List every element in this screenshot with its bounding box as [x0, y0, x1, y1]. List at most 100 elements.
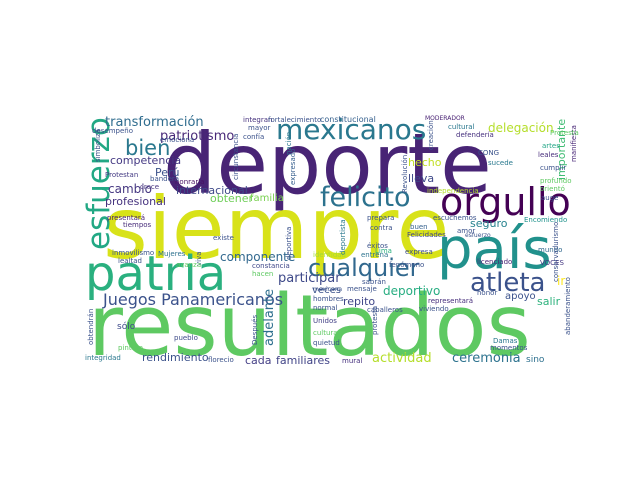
word-defenderia: defendería — [456, 131, 494, 139]
word-hombres: hombres — [313, 295, 344, 303]
word-constancia: constancia — [252, 262, 290, 270]
word-ceremonia: ceremonia — [452, 351, 521, 366]
word-obtendran: obtendrán — [87, 308, 95, 345]
word-profesional: profesional — [105, 195, 166, 208]
word-repito: repito — [343, 295, 376, 308]
word-deporte: deporte — [163, 115, 492, 213]
word-participar: participar — [278, 271, 341, 286]
word-deportiva: deportiva — [285, 226, 293, 260]
word-mensaje: mensaje — [347, 285, 377, 293]
word-protesta-lower: protesta — [371, 305, 379, 335]
word-felicidades: Felicidades — [407, 231, 446, 239]
word-expresa: expresa — [405, 248, 433, 256]
word-patria: patria — [85, 246, 227, 302]
word-honrarla: honrarla — [175, 178, 205, 186]
word-seguro: seguro — [470, 217, 508, 230]
word-normal: normal — [313, 304, 338, 312]
word-sucede: sucede — [488, 159, 513, 167]
word-amor: amor — [457, 227, 476, 235]
word-crece: crece — [140, 183, 160, 191]
word-hacen: hacen — [252, 270, 274, 278]
word-damas: Damas — [493, 337, 518, 345]
word-cambio: cambio — [108, 182, 152, 196]
word-cultura: cultura — [313, 329, 338, 337]
word-florecio: florecio — [208, 356, 234, 364]
word-hecho: hecho — [408, 156, 442, 169]
word-honor: honor — [477, 289, 498, 297]
word-abanderamiento: abanderamiento — [564, 277, 572, 335]
word-voces: VOCES — [540, 259, 564, 267]
word-conservadurismo: conservadurismo — [552, 221, 560, 282]
word-revolucion: Revolución — [401, 154, 409, 193]
word-felicito: felicito — [320, 182, 411, 213]
word-pueblo: pueblo — [174, 334, 198, 342]
word-prepara: prepara — [367, 214, 395, 222]
word-patriotismo: patriotismo — [160, 129, 235, 144]
word-internacional: internacional — [176, 184, 248, 197]
word-lima: Lima — [375, 247, 392, 255]
word-orgullo: orgullo — [440, 180, 571, 224]
word-escuchemos: escuchemos — [433, 214, 477, 222]
word-deportista: deportista — [339, 219, 347, 255]
word-solo: sólo — [117, 322, 136, 332]
word-componente: componente — [220, 250, 296, 264]
word-lleva: lleva — [408, 172, 435, 185]
word-peru: Perú — [155, 166, 180, 179]
word-confia: confía — [243, 133, 265, 141]
word-fenomeno: fenómeno — [389, 261, 425, 269]
word-esfuerzo-small: esfuerzo — [465, 232, 491, 239]
word-encomiendo: Encomiendo — [524, 216, 568, 224]
word-bandera: bandera — [150, 175, 180, 183]
word-oriento: orientó — [540, 185, 565, 193]
word-mujeres: Mujeres — [158, 250, 186, 258]
word-cultural: cultural — [448, 123, 475, 131]
word-momentos: momentos — [490, 344, 528, 352]
word-apoyo: apoyo — [505, 291, 536, 302]
word-cumplir: cumplir — [540, 164, 567, 172]
word-unidos: Unidos — [313, 317, 337, 325]
word-integridad: integridad — [85, 354, 121, 362]
word-leales: leales — [538, 151, 559, 159]
word-desempeno: desempeño — [92, 127, 133, 135]
word-simboliza: simboliza — [94, 129, 102, 162]
word-competencia: competencia — [110, 154, 182, 167]
word-familia: familia — [250, 193, 284, 204]
word-existe: existe — [213, 234, 234, 242]
word-actividad: actividad — [372, 351, 432, 366]
word-cualquier: cualquier — [308, 254, 420, 282]
word-mundo: mundo — [538, 246, 563, 254]
word-contra: contra — [370, 224, 393, 232]
word-quietud: quietud — [313, 339, 340, 347]
word-despues: Después — [251, 314, 259, 345]
word-mural: mural — [342, 357, 363, 365]
word-salir: salir — [537, 295, 561, 308]
word-emociona: emociona — [160, 136, 195, 144]
word-delegacion: delegación — [488, 121, 554, 135]
word-mexicanos: mexicanos — [276, 113, 427, 146]
word-bien: bien — [125, 136, 171, 160]
word-siempre: siempre — [103, 179, 450, 279]
word-sino: sino — [526, 355, 545, 365]
word-mayor: mayor — [248, 124, 271, 132]
word-caballeros: caballeros — [367, 306, 403, 314]
word-independencia: independencia — [427, 187, 479, 195]
word-juegos-panamericanos: Juegos Panamericanos — [103, 290, 284, 309]
word-identidad: identidad — [313, 251, 346, 259]
word-protesta: Protesta — [550, 129, 579, 137]
word-artes: artes — [542, 142, 560, 150]
word-lealtad: lealtad — [118, 257, 142, 265]
word-tiempos: tiempos — [123, 221, 152, 229]
word-pais: país — [437, 217, 552, 282]
word-nacion: nación — [285, 131, 293, 155]
word-cada: cada — [245, 354, 272, 367]
word-rendimiento: rendimiento — [142, 351, 209, 364]
word-fortalecimiento: fortalecimiento — [268, 116, 322, 124]
word-cong: CONG — [478, 149, 500, 157]
word-auge: auge — [541, 194, 559, 202]
word-profundo: profundo — [540, 177, 572, 185]
word-familiares: familiares — [276, 354, 331, 367]
word-presentara: presentará — [107, 214, 146, 222]
word-integran: integran — [243, 116, 273, 124]
word-buen: buen — [410, 223, 428, 231]
